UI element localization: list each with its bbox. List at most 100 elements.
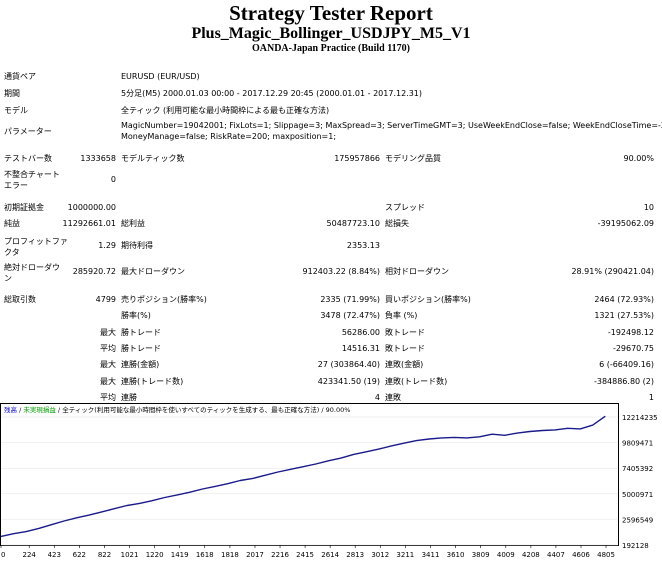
report-subtitle: Plus_Magic_Bollinger_USDJPY_M5_V1 bbox=[191, 25, 471, 42]
abs-drawdown-label-1: 絶対ドローダウ bbox=[4, 263, 60, 272]
net-profit-value: 11292661.01 bbox=[62, 219, 116, 228]
profit-factor-label-2: クタ bbox=[4, 248, 20, 257]
x-tick-label: 1618 bbox=[196, 551, 214, 559]
x-tick-label: 2017 bbox=[246, 551, 264, 559]
x-tick-label: 423 bbox=[48, 551, 61, 559]
deposit-label: 初期証拠金 bbox=[4, 203, 44, 212]
x-tick-label: 1220 bbox=[146, 551, 164, 559]
gross-profit-label: 総利益 bbox=[121, 219, 145, 228]
x-tick-label: 1419 bbox=[171, 551, 189, 559]
bars-label: テストバー数 bbox=[4, 154, 52, 163]
short-positions-label: 売りポジション(勝率%) bbox=[121, 295, 207, 304]
legend-balance: 残高 bbox=[4, 405, 18, 414]
max-win-label: 勝トレード bbox=[121, 328, 161, 337]
x-tick-label: 4805 bbox=[597, 551, 615, 559]
x-tick-label: 2216 bbox=[271, 551, 289, 559]
long-positions-label: 買いポジション(勝率%) bbox=[385, 295, 471, 304]
chart-marks bbox=[0, 415, 606, 538]
x-tick-label: 2813 bbox=[346, 551, 364, 559]
rel-drawdown-label: 相対ドローダウン bbox=[385, 267, 449, 276]
max-label-1: 最大 bbox=[100, 328, 116, 337]
x-tick-label: 3211 bbox=[396, 551, 414, 559]
report-title: Strategy Tester Report bbox=[229, 1, 433, 25]
x-tick-label: 1021 bbox=[121, 551, 139, 559]
x-axis-ticks: 0 224 423 622 822 1021 1220 1419 1618 1818 2017 221… bbox=[0, 545, 615, 559]
x-tick-label: 1818 bbox=[221, 551, 239, 559]
loss-rate-label: 負率 (%) bbox=[385, 311, 418, 320]
gross-loss-label: 総損失 bbox=[385, 219, 409, 228]
max-label-3: 最大 bbox=[100, 377, 116, 386]
avg-label-1: 平均 bbox=[100, 344, 116, 353]
cons-loss-amount-label: 連敗(金額) bbox=[385, 360, 424, 369]
y-tick-label: 2596549 bbox=[622, 516, 653, 524]
legend-description: 全ティック(利用可能な最小時間枠を使いすべてのティックを生成する、最も正確な方法… bbox=[62, 405, 319, 414]
bars-value: 1333658 bbox=[80, 154, 116, 163]
model-value: 全ティック (利用可能な最小時間枠による最も正確な方法) bbox=[121, 106, 330, 115]
chart-grid bbox=[1, 416, 618, 546]
period-value: 5分足(M5) 2000.01.03 00:00 - 2017.12.29 20… bbox=[121, 89, 423, 98]
model-label: モデル bbox=[4, 106, 28, 115]
win-rate-value: 3478 (72.47%) bbox=[320, 311, 380, 320]
mismatch-label-1: 不整合チャート bbox=[4, 170, 60, 179]
avg-cons-loss-label: 連敗 bbox=[385, 393, 401, 402]
params-line-1: MagicNumber=19042001; FixLots=1; Slippag… bbox=[121, 121, 662, 130]
max-drawdown-value: 912403.22 (8.84%) bbox=[302, 267, 380, 276]
y-tick-label: 9809471 bbox=[622, 440, 653, 448]
profit-factor-label-1: プロフィットファ bbox=[4, 237, 68, 246]
ticks-label: モデルティック数 bbox=[121, 154, 185, 163]
cons-profit-label: 連勝(トレード数) bbox=[121, 377, 184, 386]
profit-factor-value: 1.29 bbox=[98, 241, 116, 250]
ticks-value: 175957866 bbox=[334, 154, 380, 163]
rel-drawdown-value: 28.91% (290421.04) bbox=[571, 267, 654, 276]
max-loss-value: -192498.12 bbox=[607, 328, 654, 337]
x-tick-label: 0 bbox=[1, 551, 5, 559]
max-win-value: 56286.00 bbox=[341, 328, 380, 337]
long-positions-value: 2464 (72.93%) bbox=[594, 295, 654, 304]
legend-equity: 未実現損益 bbox=[23, 405, 56, 414]
x-tick-label: 224 bbox=[23, 551, 37, 559]
balance-line bbox=[0, 415, 606, 538]
params-line-2: MoneyManage=false; RiskRate=200; maxposi… bbox=[121, 132, 337, 141]
avg-cons-loss-value: 1 bbox=[648, 393, 654, 402]
max-loss-label: 敗トレード bbox=[385, 328, 425, 337]
gross-loss-value: -39195062.09 bbox=[597, 219, 654, 228]
expected-payoff-value: 2353.13 bbox=[346, 241, 380, 250]
cons-win-amount-value: 27 (303864.40) bbox=[317, 360, 380, 369]
x-tick-label: 4009 bbox=[497, 551, 515, 559]
spread-label: スプレッド bbox=[385, 203, 425, 212]
x-tick-label: 822 bbox=[98, 551, 111, 559]
x-tick-label: 3610 bbox=[447, 551, 465, 559]
mismatch-label-2: エラー bbox=[4, 181, 28, 190]
y-tick-label: 5000971 bbox=[622, 491, 653, 499]
balance-chart: 12214235 9809471 7405392 5000971 2596549 1921… bbox=[0, 403, 658, 559]
cons-loss-amount-value: 6 (-66409.16) bbox=[599, 360, 654, 369]
x-tick-label: 2415 bbox=[296, 551, 314, 559]
cons-lossmax-label: 連敗(トレード数) bbox=[385, 377, 448, 386]
total-trades-value: 4799 bbox=[95, 295, 116, 304]
legend: 残高 / 未実現損益 / 全ティック(利用可能な最小時間枠を使いすべてのティック… bbox=[4, 405, 350, 414]
cons-win-amount-label: 連勝(金額) bbox=[121, 360, 160, 369]
y-tick-label: 192128 bbox=[622, 542, 649, 550]
x-tick-label: 4606 bbox=[572, 551, 590, 559]
x-tick-label: 2614 bbox=[321, 551, 339, 559]
max-label-2: 最大 bbox=[100, 360, 116, 369]
avg-win-label: 勝トレード bbox=[121, 344, 161, 353]
gross-profit-value: 50487723.10 bbox=[326, 219, 380, 228]
win-rate-label: 勝率(%) bbox=[121, 311, 151, 320]
spread-value: 10 bbox=[643, 203, 654, 212]
x-tick-label: 3411 bbox=[422, 551, 440, 559]
loss-rate-value: 1321 (27.53%) bbox=[594, 311, 654, 320]
expected-payoff-label: 期待利得 bbox=[121, 241, 153, 250]
x-tick-label: 3012 bbox=[371, 551, 389, 559]
report-source: OANDA-Japan Practice (Build 1170) bbox=[251, 43, 411, 54]
period-label: 期間 bbox=[4, 89, 20, 98]
max-drawdown-label: 最大ドローダウン bbox=[121, 267, 185, 276]
symbol-value: EURUSD (EUR/USD) bbox=[121, 72, 200, 81]
quality-label: モデリング品質 bbox=[385, 154, 441, 163]
avg-cons-win-label: 連勝 bbox=[121, 393, 137, 402]
legend-quality: 90.00% bbox=[326, 406, 351, 414]
total-trades-label: 総取引数 bbox=[4, 295, 36, 304]
abs-drawdown-label-2: ン bbox=[4, 274, 12, 283]
cons-profit-value: 423341.50 (19) bbox=[317, 377, 380, 386]
net-profit-label: 純益 bbox=[4, 219, 20, 228]
